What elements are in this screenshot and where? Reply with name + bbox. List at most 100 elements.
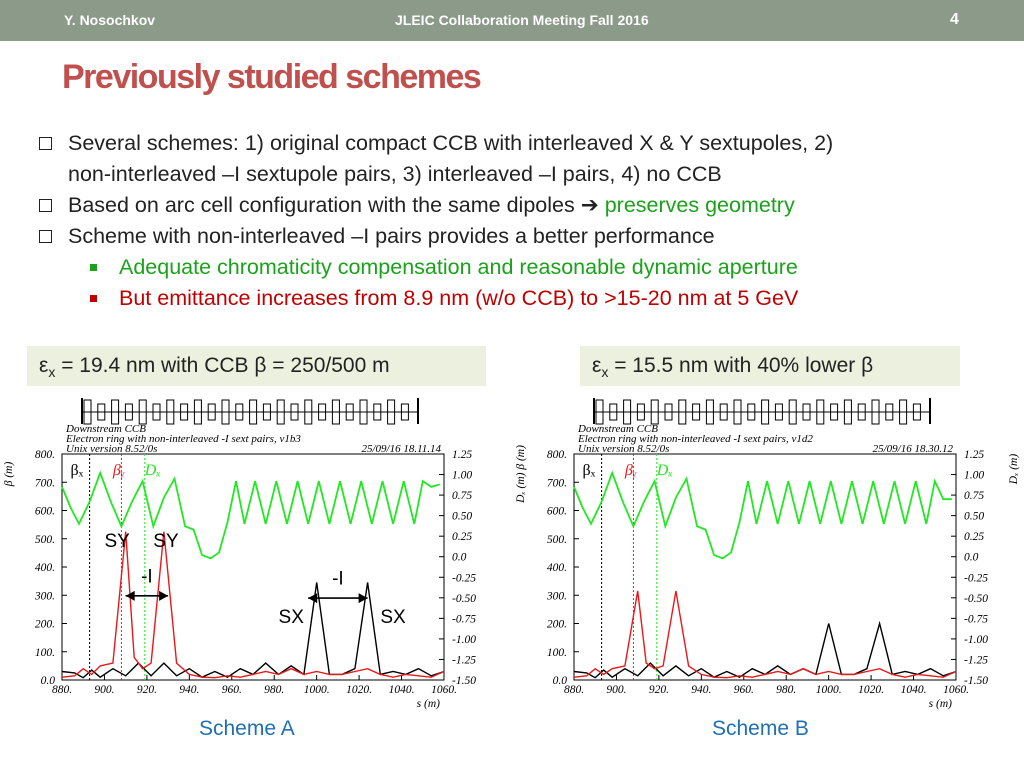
lattice-magnet: [138, 399, 147, 425]
square-bullet-icon: [90, 264, 97, 271]
sy-label-right: SY: [153, 531, 179, 552]
lattice-magnet: [885, 403, 894, 421]
lattice-magnet: [664, 403, 673, 421]
x-axis-label: s (m): [929, 698, 952, 710]
y-tick-label: 700.: [547, 477, 567, 489]
minus-i-label-left: -I: [141, 567, 153, 588]
lattice-magnet: [304, 399, 313, 425]
lattice-magnet: [331, 399, 340, 425]
scheme-b-caption-box: εx = 15.5 nm with 40% lower β: [580, 346, 960, 386]
y2-tick-label: 0.25: [452, 531, 472, 543]
scheme-a-label: Scheme A: [199, 717, 295, 740]
lattice-magnet: [166, 399, 175, 425]
bullet-2: Based on arc cell configuration with the…: [39, 190, 795, 221]
x-tick-label: 880.: [564, 684, 584, 696]
bullet-1: Several schemes: 1) original compact CCB…: [39, 128, 833, 159]
lattice-magnet: [857, 403, 866, 421]
y2-tick-label: 1.25: [452, 449, 472, 461]
y-tick-label: 100.: [547, 647, 567, 659]
minus-i-arrow-right-head-right: [358, 593, 368, 604]
x-tick-label: 920.: [137, 684, 157, 696]
scheme-a-caption-text: = 19.4 nm with CCB β = 250/500 m: [55, 354, 390, 377]
x-tick-label: 1000.: [304, 684, 330, 696]
plot-header-line: Downstream CCB: [65, 423, 146, 435]
y2-tick-label: -1.50: [964, 675, 988, 687]
y2-tick-label: 1.25: [964, 449, 984, 461]
author-name: Y. Nosochkov: [64, 12, 156, 28]
y-tick-label: 600.: [547, 506, 567, 518]
lattice-magnet: [899, 399, 908, 425]
y-axis-label: Dₓ (m) β (m): [515, 445, 527, 504]
lattice-magnet: [843, 399, 852, 425]
bullet-2-highlight: preserves geometry: [598, 193, 795, 217]
sx-label-left: SX: [279, 607, 305, 628]
lattice-magnet: [124, 403, 133, 421]
lattice-magnet: [871, 399, 880, 425]
lattice-magnet: [276, 399, 285, 425]
x-tick-label: 1060.: [943, 684, 969, 696]
y-tick-label: 200.: [547, 619, 567, 631]
legend-betx: βₓ: [582, 462, 595, 479]
x-tick-label: 1020.: [346, 684, 372, 696]
lattice-magnet: [235, 403, 244, 421]
lattice-magnet: [830, 403, 839, 421]
y-tick-label: 400.: [547, 562, 567, 574]
y-tick-label: 300.: [34, 590, 55, 602]
x-tick-label: 960.: [222, 684, 242, 696]
lattice-magnet: [733, 399, 742, 425]
y-tick-label: 700.: [35, 477, 55, 489]
sy-label-left: SY: [104, 531, 130, 552]
lattice-magnet: [83, 399, 92, 425]
lattice-magnet: [802, 403, 811, 421]
y2-tick-label: 0.50: [964, 511, 984, 523]
sub-bullet-2: But emittance increases from 8.9 nm (w/o…: [90, 283, 798, 314]
y2-tick-label: -1.25: [964, 654, 988, 666]
lattice-magnet: [912, 403, 921, 421]
lattice-magnet: [761, 399, 770, 425]
lattice-magnet: [318, 403, 327, 421]
x-tick-label: 1040.: [389, 684, 415, 696]
bullet-2-text: Based on arc cell configuration with the…: [68, 193, 581, 217]
legend-bety: βᵧ: [624, 462, 637, 479]
sub-bullet-1-text: Adequate chromaticity compensation and r…: [119, 255, 798, 279]
sx-label-right: SX: [380, 607, 406, 628]
y2-tick-label: -0.25: [452, 572, 476, 584]
y-tick-label: 500.: [35, 534, 55, 546]
lattice-magnet: [650, 399, 659, 425]
y2-tick-label: -1.50: [452, 675, 476, 687]
x-tick-label: 980.: [264, 684, 284, 696]
plot-header-line: Downstream CCB: [577, 423, 658, 435]
lattice-magnet: [345, 403, 354, 421]
y2-tick-label: 0.75: [452, 490, 472, 502]
plot-header-line: Unix version 8.52/0s: [66, 443, 157, 455]
x-axis-label: s (m): [417, 698, 440, 710]
y2-tick-label: 0.75: [964, 490, 984, 502]
legend-dx: Dₓ: [656, 462, 673, 479]
lattice-magnet: [180, 403, 189, 421]
x-tick-label: 900.: [94, 684, 114, 696]
minus-i-arrow-right-head-left: [308, 593, 318, 604]
y2-tick-label: -0.75: [452, 613, 476, 625]
bullet-1-cont: non-interleaved –I sextupole pairs, 3) i…: [68, 159, 722, 190]
x-tick-label: 880.: [52, 684, 72, 696]
x-tick-label: 920.: [649, 684, 669, 696]
plot-timestamp: 25/09/16 18.30.12: [873, 443, 954, 455]
y2-tick-label: 0.0: [452, 552, 467, 564]
bullet-3-text: Scheme with non-interleaved –I pairs pro…: [68, 224, 715, 248]
lattice-magnet: [609, 403, 618, 421]
y-tick-label: 0.0: [41, 675, 56, 687]
lattice-magnet: [387, 399, 396, 425]
lattice-magnet: [111, 399, 120, 425]
lattice-magnet: [705, 399, 714, 425]
x-tick-label: 1060.: [431, 684, 457, 696]
page-number: 4: [950, 11, 959, 28]
lattice-magnet: [373, 403, 382, 421]
legend-bety: βᵧ: [112, 462, 125, 479]
lattice-magnet: [692, 403, 701, 421]
lattice-magnet: [359, 399, 368, 425]
lattice-magnet: [152, 403, 161, 421]
x-tick-label: 940.: [179, 684, 199, 696]
legend-betx: βₓ: [70, 462, 83, 479]
lattice-magnet: [221, 399, 230, 425]
